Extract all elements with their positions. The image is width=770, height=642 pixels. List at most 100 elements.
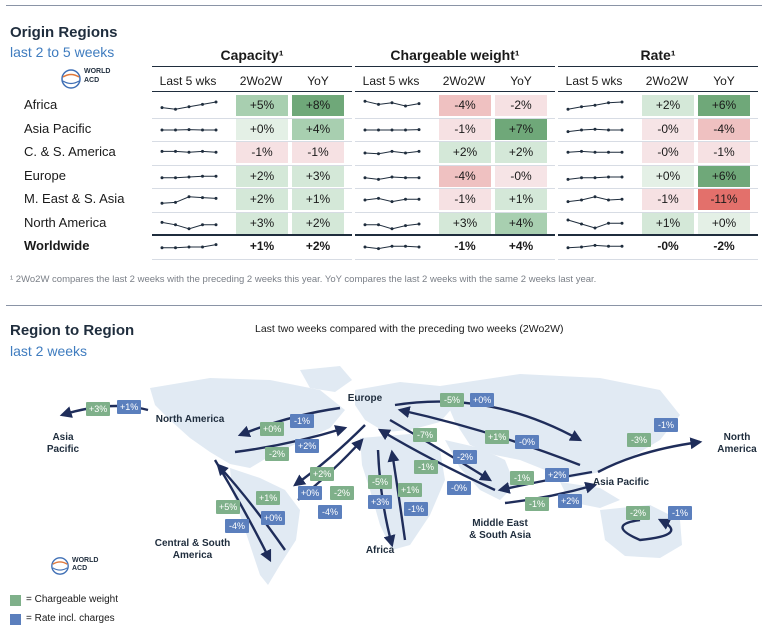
sparkline-point [214, 222, 218, 226]
sparkline-point [620, 100, 624, 104]
cell-yoy: +7% [495, 118, 547, 140]
cell-yoy: -2% [495, 95, 547, 116]
cell-yoy: +3% [292, 165, 344, 187]
sparkline-point [390, 244, 394, 248]
sparkline-point [377, 152, 380, 156]
cell-2wo2w: +2% [236, 165, 288, 187]
chargeable-weight-tag: +3% [86, 402, 111, 416]
row-separator [152, 164, 352, 166]
sparkline-point [363, 99, 367, 103]
col-rule [152, 91, 352, 92]
rate-tag: +3% [368, 495, 393, 509]
sparkline-point [363, 222, 367, 226]
globe-icon [61, 69, 81, 89]
sparkline-point [201, 222, 204, 226]
chargeable-weight-tag: +1% [398, 483, 423, 497]
sparkline-point [390, 101, 394, 105]
col-yoy: YoY [307, 74, 329, 88]
sparkline-point [593, 127, 597, 131]
sparkline-point [363, 128, 367, 131]
sparkline-point [160, 220, 164, 224]
rate-tag: -1% [654, 418, 678, 432]
sparkline-point [363, 198, 367, 202]
sparkline-point [160, 201, 164, 205]
sparkline-point [607, 175, 610, 178]
sparkline-point [580, 105, 583, 109]
sparkline-point [593, 243, 597, 247]
chargeable-weight-tag: -5% [440, 393, 464, 407]
sparkline-point [417, 245, 421, 249]
sparkline [566, 149, 624, 154]
rate-tag: +0% [261, 511, 286, 525]
chargeable-weight-tag: -3% [627, 433, 651, 447]
sparkline-point [201, 102, 204, 106]
cell-2wo2w: -1% [236, 142, 288, 163]
sparkline-point [566, 218, 570, 221]
row-separator [355, 141, 555, 142]
chargeable-weight-tag: +1% [485, 430, 510, 444]
rate-tag: +0% [298, 486, 323, 500]
chargeable-weight-tag: -1% [525, 497, 549, 511]
col-rule [355, 91, 555, 92]
region-name: Asia Pacific [24, 120, 92, 136]
sparkline [160, 100, 218, 111]
sparkline-point [620, 150, 624, 154]
cell-2wo2w: +3% [236, 212, 288, 234]
sparkline-point [404, 104, 407, 108]
cell-2wo2w: +2% [236, 189, 288, 210]
label-north-america: North America [155, 414, 225, 425]
map-note: Last two weeks compared with the precedi… [255, 323, 564, 335]
sparkline [160, 195, 218, 205]
sparkline-point [174, 107, 177, 111]
col-2wo2w: 2Wo2W [645, 74, 689, 88]
sparkline-point [390, 128, 394, 131]
cell-yoy: -1% [292, 142, 344, 163]
sparkline-point [417, 222, 421, 225]
legend-blue-label: = Rate incl. charges [26, 613, 115, 624]
col-yoy: YoY [510, 74, 532, 88]
cell-2wo2w: -1% [454, 239, 476, 253]
cell-2wo2w: +3% [439, 212, 491, 234]
sparkline-point [404, 175, 407, 179]
cell-2wo2w: +0% [236, 118, 288, 140]
sparkline-point [417, 127, 421, 131]
sparkline-point [417, 175, 421, 179]
sparkline-point [214, 128, 218, 131]
cell-2wo2w: +2% [439, 142, 491, 163]
col-rule [558, 91, 758, 92]
sparkline-point [174, 128, 177, 131]
legend-green-label: = Chargeable weight [26, 594, 119, 605]
footnote: ¹ 2Wo2W compares the last 2 weeks with t… [10, 274, 597, 285]
row-separator [152, 258, 352, 260]
sparkline [566, 100, 624, 111]
cell-yoy: +8% [292, 95, 344, 116]
sparkline-point [377, 102, 380, 106]
world-acd-logo-bottom: WORLD ACD [50, 555, 110, 581]
rate-tag: -4% [225, 519, 249, 533]
rate-tag: -1% [668, 506, 692, 520]
rate-tag: +2% [295, 439, 320, 453]
worldwide-rule [558, 234, 758, 236]
sparkline-point [580, 149, 583, 153]
origin-regions-subtitle: last 2 to 5 weeks [10, 44, 115, 60]
sparkline-point [404, 244, 407, 248]
row-separator [152, 141, 352, 142]
cell-yoy: +1% [495, 189, 547, 210]
label-asia-pacific-west: Asia Pacific [46, 432, 80, 455]
cell-yoy: +4% [292, 118, 344, 140]
row-separator [152, 117, 352, 119]
sparkline-point [201, 174, 204, 178]
sparkline [363, 244, 421, 251]
rate-tag: -1% [290, 414, 314, 428]
sparkline [160, 127, 218, 131]
sparkline-point [593, 150, 597, 154]
chargeable-weight-tag: -1% [414, 460, 438, 474]
row-separator [355, 164, 555, 166]
row-separator [355, 258, 555, 260]
label-europe: Europe [347, 393, 383, 404]
sparkline-point [607, 198, 610, 202]
sparkline-point [566, 150, 570, 154]
sparkline [566, 127, 624, 133]
sparkline-point [174, 200, 177, 204]
sparkline-point [593, 175, 597, 179]
